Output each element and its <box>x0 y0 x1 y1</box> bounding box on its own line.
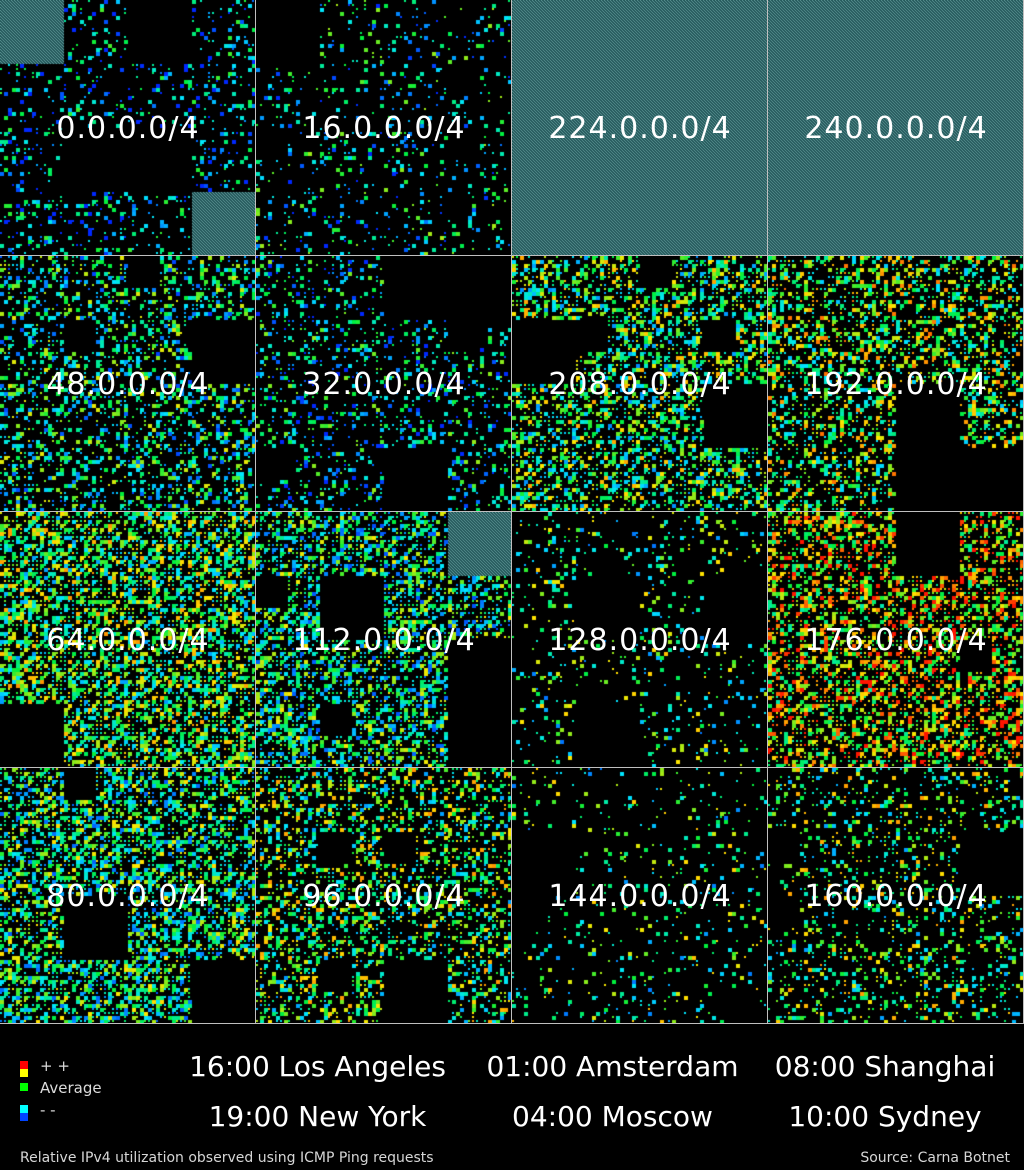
address-block-heatmap <box>768 768 1023 1023</box>
legend-swatch-red <box>20 1061 28 1069</box>
address-block-heatmap <box>768 512 1023 767</box>
time-shanghai: 08:00 Shanghai <box>774 1050 996 1083</box>
legend-swatch-blue <box>20 1113 28 1121</box>
legend-label-low: - - <box>40 1101 56 1119</box>
time-new-york: 19:00 New York <box>208 1100 427 1133</box>
address-block-heatmap <box>256 256 511 511</box>
address-block: 160.0.0.0/4 <box>768 768 1024 1024</box>
address-block-heatmap <box>512 768 767 1023</box>
footer-caption: Relative IPv4 utilization observed using… <box>20 1150 434 1166</box>
footer-source: Source: Carna Botnet <box>860 1150 1010 1166</box>
address-block: 128.0.0.0/4 <box>512 512 768 768</box>
time-amsterdam: 01:00 Amsterdam <box>486 1050 739 1083</box>
address-block-heatmap <box>768 256 1023 511</box>
address-block-heatmap <box>512 0 767 255</box>
address-block: 32.0.0.0/4 <box>256 256 512 512</box>
ipv4-heatmap-grid: 0.0.0.0/4 16.0.0.0/4 224.0.0.0/4 240.0.0.0/… <box>0 0 1024 1024</box>
address-block: 96.0.0.0/4 <box>256 768 512 1024</box>
legend-item-low: - - <box>20 1099 102 1121</box>
legend-swatch-cyan <box>20 1105 28 1113</box>
address-block-heatmap <box>0 0 255 255</box>
address-block-heatmap <box>0 256 255 511</box>
address-block: 112.0.0.0/4 <box>256 512 512 768</box>
time-sydney: 10:00 Sydney <box>788 1100 982 1133</box>
address-block-heatmap <box>512 512 767 767</box>
legend-item-high: + + <box>20 1055 102 1077</box>
address-block-heatmap <box>256 768 511 1023</box>
address-block: 192.0.0.0/4 <box>768 256 1024 512</box>
color-legend: + + Average - - <box>20 1055 102 1121</box>
legend-label-high: + + <box>40 1057 70 1075</box>
address-block: 0.0.0.0/4 <box>0 0 256 256</box>
address-block: 176.0.0.0/4 <box>768 512 1024 768</box>
address-block-heatmap <box>768 0 1023 255</box>
address-block: 224.0.0.0/4 <box>512 0 768 256</box>
legend-item-average: Average <box>20 1077 102 1099</box>
address-block-heatmap <box>512 256 767 511</box>
legend-label-average: Average <box>40 1079 102 1097</box>
address-block: 16.0.0.0/4 <box>256 0 512 256</box>
address-block: 240.0.0.0/4 <box>768 0 1024 256</box>
address-block: 80.0.0.0/4 <box>0 768 256 1024</box>
time-moscow: 04:00 Moscow <box>512 1100 713 1133</box>
time-los-angeles: 16:00 Los Angeles <box>189 1050 446 1083</box>
legend-swatch-green <box>20 1083 28 1091</box>
address-block-heatmap <box>256 512 511 767</box>
address-block-heatmap <box>256 0 511 255</box>
address-block: 48.0.0.0/4 <box>0 256 256 512</box>
address-block: 144.0.0.0/4 <box>512 768 768 1024</box>
address-block: 208.0.0.0/4 <box>512 256 768 512</box>
address-block-heatmap <box>0 768 255 1023</box>
address-block: 64.0.0.0/4 <box>0 512 256 768</box>
address-block-heatmap <box>0 512 255 767</box>
legend-swatch-yellow <box>20 1069 28 1077</box>
